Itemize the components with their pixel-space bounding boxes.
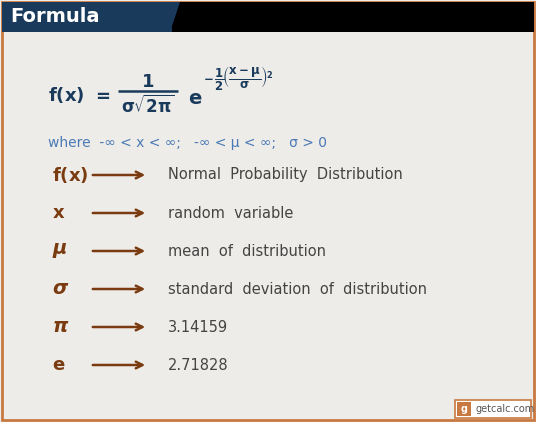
Text: Normal  Probability  Distribution: Normal Probability Distribution	[168, 168, 403, 182]
Bar	[457, 402, 471, 416]
Text: $\mathbf{-\,\dfrac{1}{2}\!\left(\dfrac{x-\mu}{\sigma}\right)^{\!2}}$: $\mathbf{-\,\dfrac{1}{2}\!\left(\dfrac{x…	[203, 65, 273, 93]
Polygon shape	[2, 2, 180, 32]
Text: 2.71828: 2.71828	[168, 357, 229, 373]
Text: random  variable: random variable	[168, 206, 293, 221]
Bar	[455, 400, 531, 418]
Text: where  -∞ < x < ∞;   -∞ < μ < ∞;   σ > 0: where -∞ < x < ∞; -∞ < μ < ∞; σ > 0	[48, 136, 327, 150]
Polygon shape	[2, 2, 180, 32]
Text: $\mathbf{\sigma\sqrt{2\pi}}$: $\mathbf{\sigma\sqrt{2\pi}}$	[121, 95, 175, 117]
Text: $\boldsymbol{\mu}$: $\boldsymbol{\mu}$	[52, 241, 68, 260]
Text: $\mathbf{f(x)}$: $\mathbf{f(x)}$	[52, 165, 88, 185]
Text: $\boldsymbol{\pi}$: $\boldsymbol{\pi}$	[52, 317, 69, 336]
Text: g: g	[460, 404, 467, 414]
Text: standard  deviation  of  distribution: standard deviation of distribution	[168, 281, 427, 297]
Text: 3.14159: 3.14159	[168, 319, 228, 335]
Text: getcalc.com: getcalc.com	[475, 404, 534, 414]
Text: $\mathbf{e}$: $\mathbf{e}$	[188, 89, 203, 108]
Text: $\mathbf{f(x)}$: $\mathbf{f(x)}$	[48, 85, 84, 105]
Bar	[2, 2, 180, 32]
Text: $\boldsymbol{\sigma}$: $\boldsymbol{\sigma}$	[52, 279, 69, 298]
Text: $\mathbf{=}$: $\mathbf{=}$	[92, 86, 110, 104]
Bar	[172, 2, 534, 32]
Text: mean  of  distribution: mean of distribution	[168, 243, 326, 259]
Text: $\mathbf{e}$: $\mathbf{e}$	[52, 356, 65, 374]
Text: Formula: Formula	[10, 8, 100, 27]
Text: $\mathbf{1}$: $\mathbf{1}$	[142, 73, 154, 91]
Text: $\mathbf{x}$: $\mathbf{x}$	[52, 204, 65, 222]
